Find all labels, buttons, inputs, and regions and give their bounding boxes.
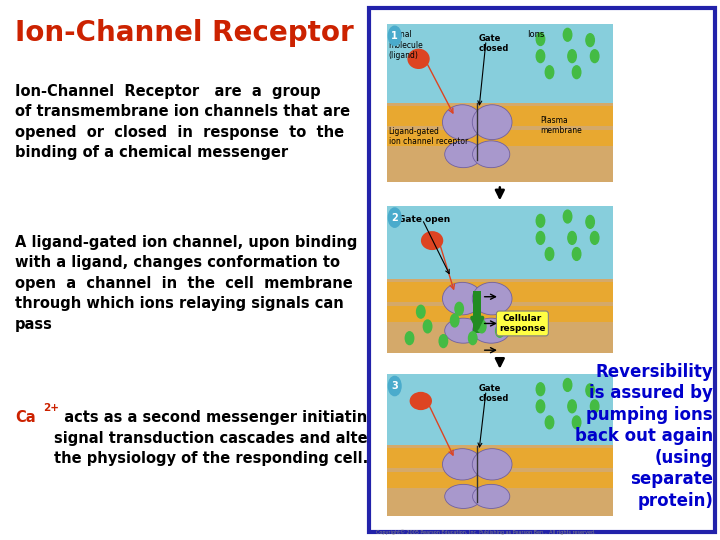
Text: Copyright© 2005 Pearson Education, Inc. Publishing as Pearson Ben... All rights : Copyright© 2005 Pearson Education, Inc. … — [377, 529, 596, 535]
Circle shape — [469, 332, 477, 345]
Text: A ligand-gated ion channel, upon binding
with a ligand, changes conformation to
: A ligand-gated ion channel, upon binding… — [15, 235, 357, 332]
Circle shape — [568, 400, 576, 413]
Ellipse shape — [445, 141, 482, 167]
Circle shape — [590, 232, 599, 244]
Ellipse shape — [445, 484, 482, 509]
Bar — [387, 206, 613, 279]
Text: 1: 1 — [391, 31, 398, 41]
Ellipse shape — [472, 141, 510, 167]
Bar — [387, 279, 613, 353]
Circle shape — [545, 66, 554, 79]
Text: Ion-Channel  Receptor   are  a  group
of transmembrane ion channels that are
ope: Ion-Channel Receptor are a group of tran… — [15, 84, 350, 160]
Circle shape — [439, 335, 448, 348]
Bar — [387, 448, 613, 468]
Ellipse shape — [443, 282, 482, 315]
Circle shape — [536, 232, 545, 244]
Text: acts as a second messenger initiating
signal transduction cascades and altering
: acts as a second messenger initiating si… — [54, 410, 400, 466]
Circle shape — [536, 214, 545, 227]
Text: Ligand-gated
ion channel receptor: Ligand-gated ion channel receptor — [389, 126, 468, 146]
Bar — [473, 291, 482, 333]
Text: Gate open: Gate open — [397, 215, 450, 225]
Bar — [387, 24, 613, 103]
Circle shape — [590, 400, 599, 413]
Bar — [387, 445, 613, 516]
Text: Ion-Channel Receptor: Ion-Channel Receptor — [15, 19, 354, 47]
Ellipse shape — [443, 105, 482, 140]
Circle shape — [586, 384, 595, 397]
Bar — [387, 103, 613, 182]
Text: Ca: Ca — [15, 410, 35, 426]
Circle shape — [545, 247, 554, 260]
Text: Gate
closed: Gate closed — [479, 384, 509, 403]
Circle shape — [590, 50, 599, 63]
Text: 2+: 2+ — [42, 403, 58, 413]
Text: Signal
molecule
(ligand): Signal molecule (ligand) — [389, 30, 423, 60]
Ellipse shape — [472, 282, 512, 315]
Circle shape — [536, 400, 545, 413]
Text: 3: 3 — [391, 381, 398, 391]
Circle shape — [536, 383, 545, 396]
Circle shape — [405, 332, 414, 345]
Circle shape — [572, 247, 581, 260]
Ellipse shape — [408, 49, 430, 69]
Bar — [387, 374, 613, 445]
Circle shape — [495, 325, 504, 337]
FancyBboxPatch shape — [369, 8, 715, 532]
Circle shape — [568, 50, 576, 63]
Circle shape — [477, 320, 486, 333]
Text: Reversibility
is assured by
pumping ions
back out again
(using
separate
protein): Reversibility is assured by pumping ions… — [575, 363, 713, 510]
Bar — [387, 306, 613, 322]
Text: Plasma
membrane: Plasma membrane — [541, 116, 582, 135]
Circle shape — [417, 305, 425, 318]
Circle shape — [388, 376, 401, 396]
Circle shape — [455, 302, 464, 315]
Bar — [387, 106, 613, 126]
Text: Ions: Ions — [527, 30, 544, 39]
Circle shape — [572, 66, 581, 79]
Circle shape — [423, 320, 432, 333]
Ellipse shape — [443, 449, 482, 480]
Circle shape — [586, 33, 595, 46]
Text: 2: 2 — [391, 213, 398, 222]
Text: Cellular
response: Cellular response — [499, 314, 546, 333]
Circle shape — [536, 50, 545, 63]
Circle shape — [563, 29, 572, 41]
Bar — [387, 130, 613, 146]
Ellipse shape — [445, 318, 482, 343]
Circle shape — [563, 379, 572, 392]
Ellipse shape — [472, 105, 512, 140]
Circle shape — [563, 210, 572, 223]
Circle shape — [586, 215, 595, 228]
Circle shape — [545, 416, 554, 429]
Ellipse shape — [421, 231, 444, 250]
Circle shape — [451, 314, 459, 327]
Text: Gate
closed: Gate closed — [479, 33, 509, 53]
Ellipse shape — [472, 449, 512, 480]
Ellipse shape — [472, 484, 510, 509]
Ellipse shape — [472, 318, 510, 343]
Ellipse shape — [410, 392, 432, 410]
Circle shape — [388, 26, 401, 45]
Circle shape — [536, 32, 545, 45]
Circle shape — [572, 416, 581, 429]
Bar — [387, 472, 613, 488]
Circle shape — [568, 232, 576, 244]
Bar — [387, 282, 613, 302]
Circle shape — [388, 208, 401, 227]
